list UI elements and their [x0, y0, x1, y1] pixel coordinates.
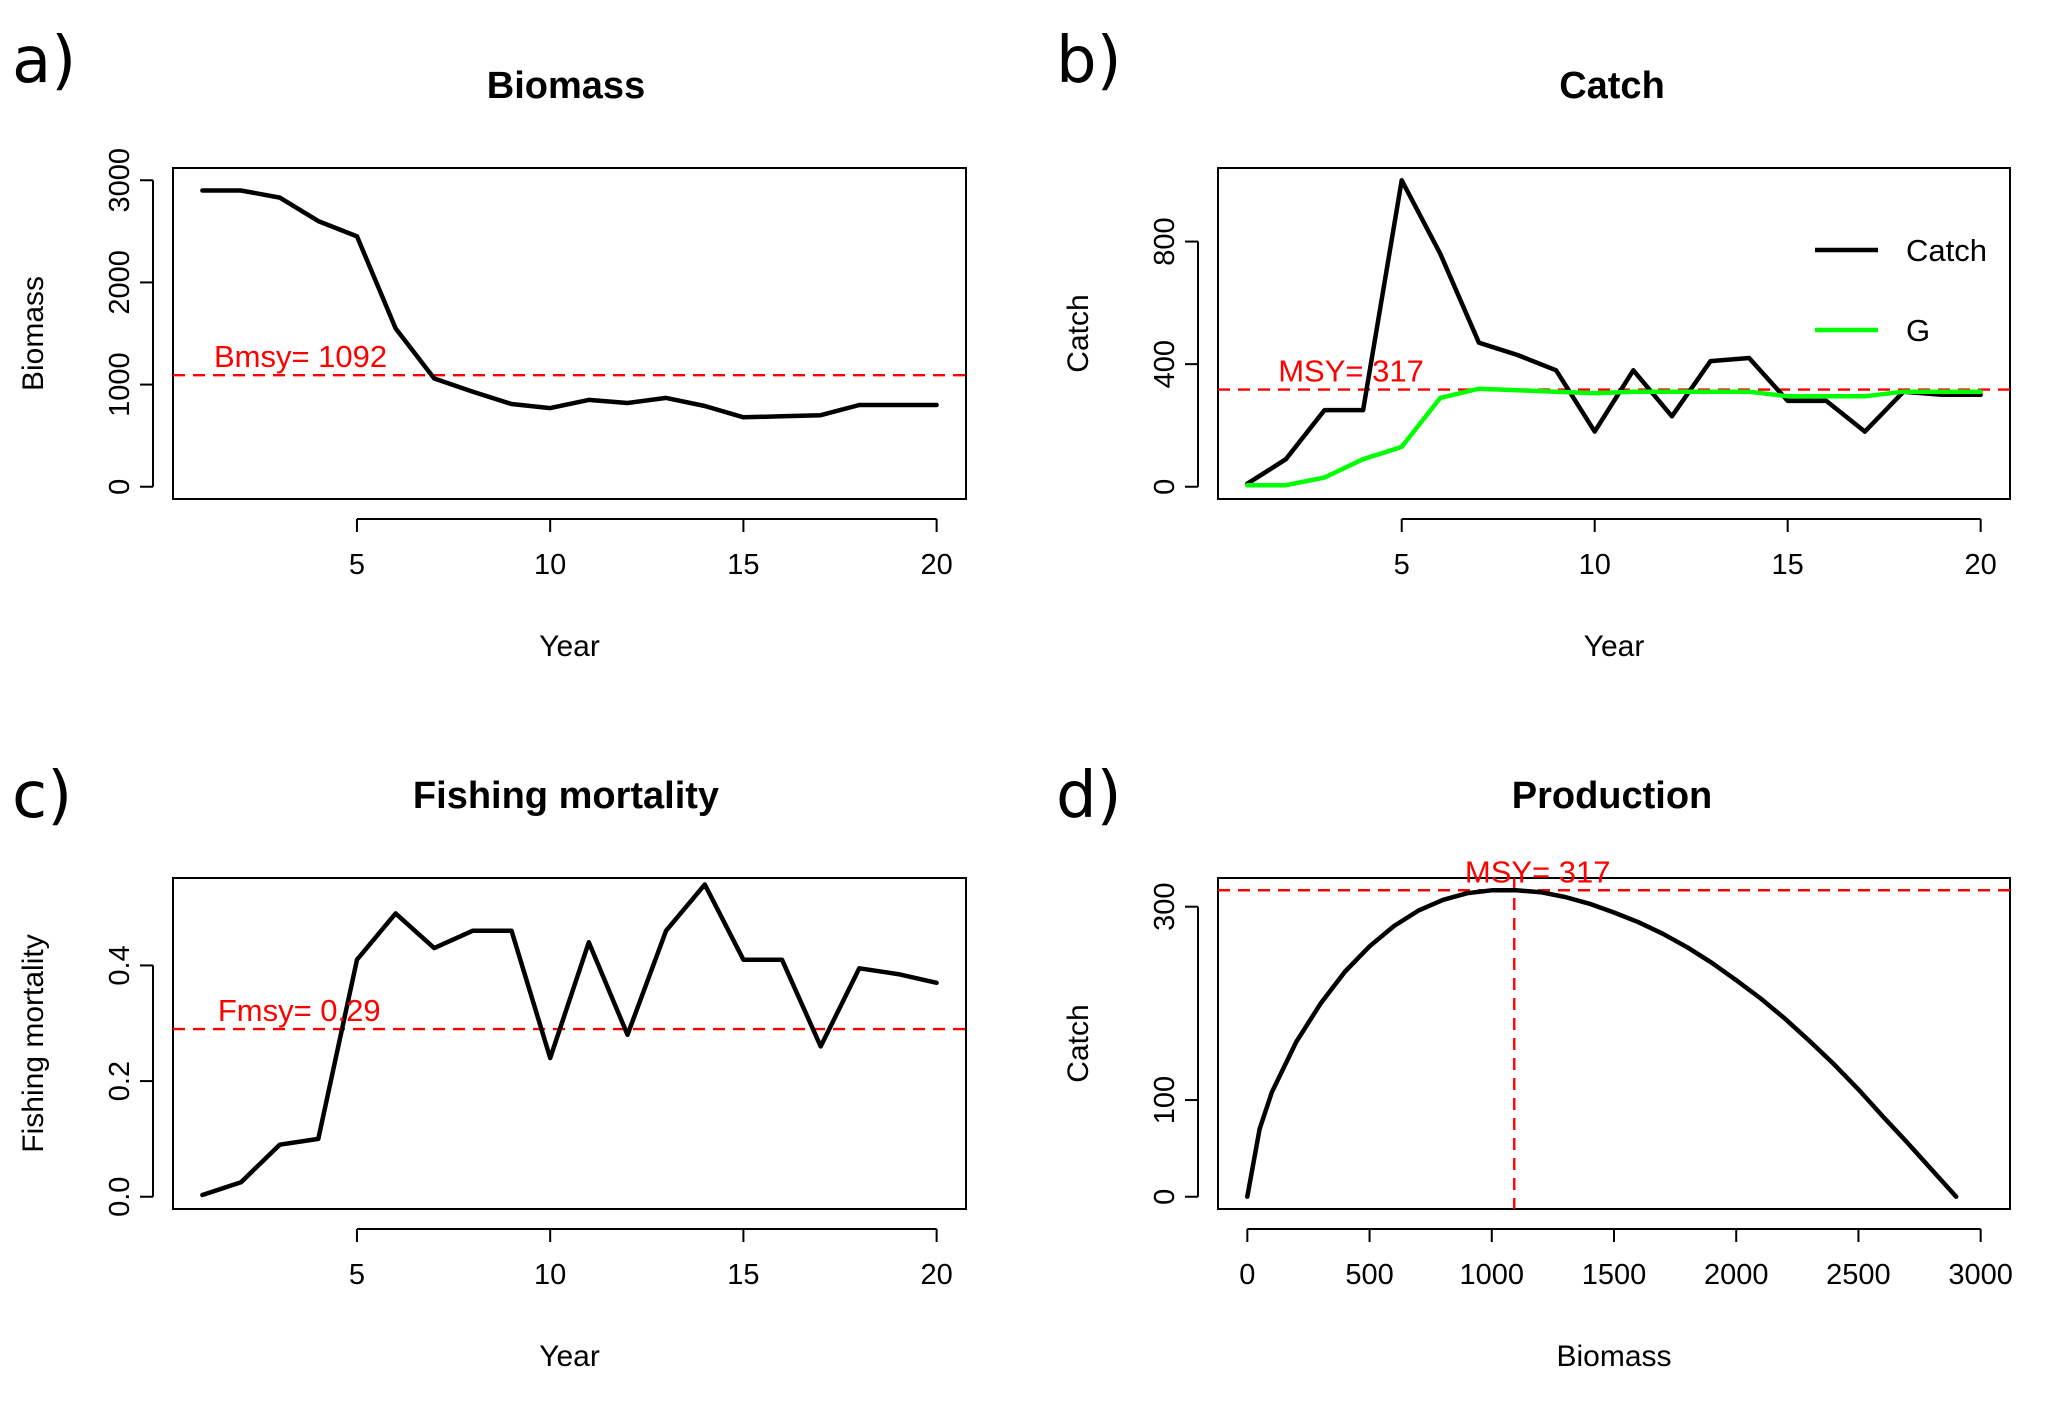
x-tick-label: 15 [1772, 549, 1804, 581]
panel-letter: c) [12, 759, 72, 833]
x-tick-label: 10 [534, 549, 566, 581]
x-tick-label: 1500 [1582, 1259, 1647, 1291]
y-axis-label: Catch [1062, 1004, 1095, 1082]
x-tick-label: 15 [727, 1259, 759, 1291]
y-tick-label: 0.0 [104, 1177, 136, 1217]
x-tick-label: 0 [1239, 1259, 1255, 1291]
x-tick-label: 2500 [1826, 1259, 1891, 1291]
y-axis-label: Catch [1062, 294, 1095, 372]
legend-label-g: G [1906, 313, 1930, 348]
series-line-catch [1245, 178, 1983, 486]
panel-title: Fishing mortality [413, 775, 719, 817]
y-tick-label: 0 [1149, 479, 1181, 495]
y-tick-label: 0 [1149, 1189, 1181, 1205]
x-tick-label: 500 [1345, 1259, 1393, 1291]
panel-title: Catch [1559, 65, 1665, 107]
y-tick-label: 100 [1149, 1076, 1181, 1124]
x-tick-label: 3000 [1948, 1259, 2013, 1291]
x-tick-label: 20 [1965, 549, 1997, 581]
x-axis-label: Biomass [1556, 1340, 1671, 1373]
legend-label-catch: Catch [1906, 233, 1987, 268]
panel-c: c) Fishing mortality 5 10 15 20 Year 0.0 0.2 0.4 F… [12, 759, 967, 1373]
series-line-1 [1245, 888, 1959, 1199]
y-tick-label: 2000 [104, 250, 136, 315]
y-axis-label: Fishing mortality [17, 934, 50, 1152]
plot-box [172, 167, 967, 500]
y-tick-label: 1000 [104, 352, 136, 417]
x-axis-label: Year [539, 630, 600, 663]
y-tick-label: 3000 [104, 148, 136, 213]
x-tick-label: 10 [534, 1259, 566, 1291]
x-tick-label: 10 [1579, 549, 1611, 581]
y-tick-label: 300 [1149, 882, 1181, 930]
x-tick-label: 5 [349, 549, 365, 581]
panel-letter: b) [1056, 24, 1122, 98]
series-line-1 [200, 188, 939, 420]
x-tick-label: 5 [1394, 549, 1410, 581]
y-tick-label: 0 [104, 479, 136, 495]
reference-label: Bmsy= 1092 [214, 339, 387, 374]
x-tick-label: 2000 [1704, 1259, 1769, 1291]
y-tick-label: 0.2 [104, 1061, 136, 1101]
reference-label: MSY= 317 [1465, 854, 1611, 889]
reference-label: MSY= 317 [1278, 354, 1424, 389]
panel-letter: a) [12, 24, 76, 98]
panel-a: a) Biomass 5 10 15 20 Year 0 1000 2000 3000 Biomass… [12, 24, 967, 663]
panel-title: Production [1512, 775, 1713, 817]
reference-label: Fmsy= 0.29 [218, 993, 381, 1028]
x-tick-label: 5 [349, 1259, 365, 1291]
x-tick-label: 15 [727, 549, 759, 581]
y-tick-label: 400 [1149, 340, 1181, 388]
plot-box [172, 877, 967, 1210]
x-tick-label: 20 [920, 1259, 952, 1291]
y-tick-label: 800 [1149, 217, 1181, 265]
plot-box [1217, 877, 2011, 1210]
panel-letter: d) [1056, 759, 1122, 833]
x-axis-label: Year [539, 1340, 600, 1373]
x-tick-label: 1000 [1460, 1259, 1525, 1291]
panel-title: Biomass [487, 65, 645, 107]
panel-b: b) Catch 5 10 15 20 Year 0 400 800 Catch MSY= 317 Ca… [1056, 24, 2011, 663]
series-line-1 [200, 882, 939, 1198]
x-tick-label: 20 [920, 549, 952, 581]
y-axis-label: Biomass [17, 276, 50, 391]
plot-box [1217, 167, 2011, 500]
series-line-g [1245, 386, 1983, 488]
y-tick-label: 0.4 [104, 945, 136, 985]
x-axis-label: Year [1584, 630, 1645, 663]
